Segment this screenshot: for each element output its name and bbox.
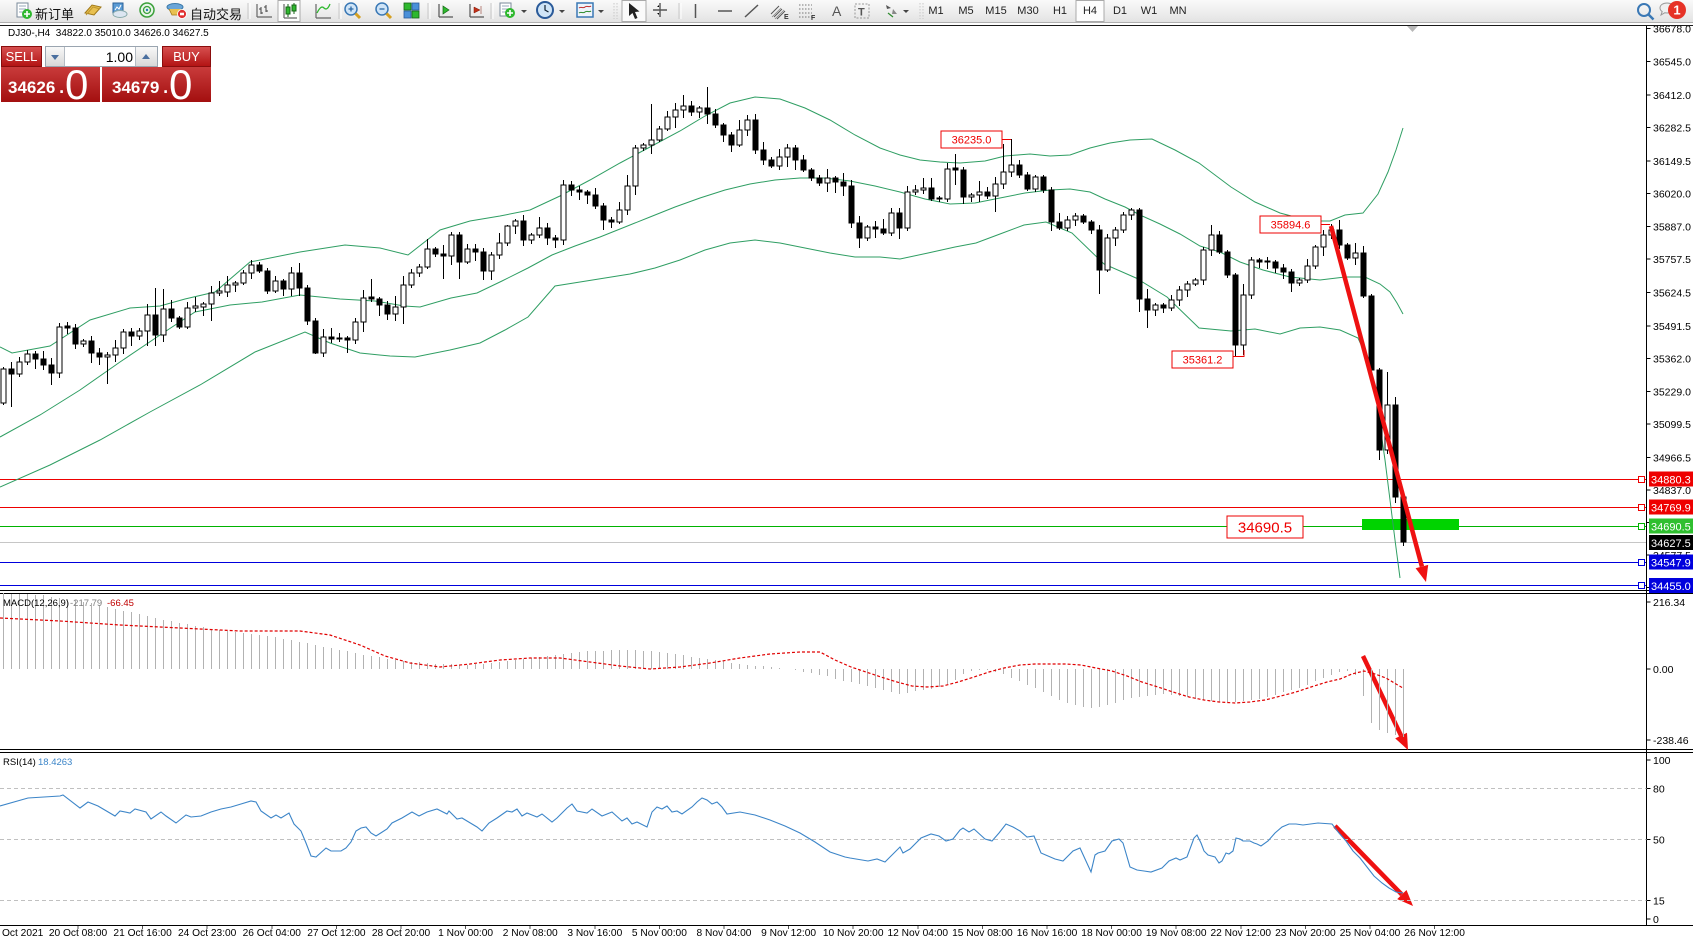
svg-text:21 Oct 16:00: 21 Oct 16:00 xyxy=(113,928,172,939)
svg-text:26 Oct 04:00: 26 Oct 04:00 xyxy=(243,928,302,939)
svg-text:20 Oct 08:00: 20 Oct 08:00 xyxy=(49,928,108,939)
svg-text:1 Nov 00:00: 1 Nov 00:00 xyxy=(438,928,493,939)
svg-text:80: 80 xyxy=(1653,784,1665,796)
svg-text:-66.45: -66.45 xyxy=(107,598,134,609)
svg-text:34547.9: 34547.9 xyxy=(1651,558,1691,570)
svg-text:10 Nov 20:00: 10 Nov 20:00 xyxy=(823,928,884,939)
svg-text:23 Nov 20:00: 23 Nov 20:00 xyxy=(1275,928,1336,939)
svg-text:36282.5: 36282.5 xyxy=(1653,123,1691,135)
svg-text:A: A xyxy=(832,3,842,19)
svg-text:35229.0: 35229.0 xyxy=(1653,387,1691,399)
svg-text:216.34: 216.34 xyxy=(1653,597,1685,609)
svg-text:28 Oct 20:00: 28 Oct 20:00 xyxy=(372,928,431,939)
svg-text:34690.5: 34690.5 xyxy=(1651,522,1691,534)
svg-text:100: 100 xyxy=(1653,755,1671,767)
svg-text:36412.0: 36412.0 xyxy=(1653,90,1691,102)
svg-text:MACD(12,26,9): MACD(12,26,9) xyxy=(3,598,69,609)
svg-text:36235.0: 36235.0 xyxy=(952,134,992,146)
svg-text:1: 1 xyxy=(1673,3,1680,18)
svg-text:24 Oct 23:00: 24 Oct 23:00 xyxy=(178,928,237,939)
svg-text:35624.5: 35624.5 xyxy=(1653,287,1691,299)
svg-text:26 Nov 12:00: 26 Nov 12:00 xyxy=(1404,928,1465,939)
svg-text:35887.0: 35887.0 xyxy=(1653,222,1691,234)
svg-text:36149.5: 36149.5 xyxy=(1653,156,1691,168)
svg-text:36545.0: 36545.0 xyxy=(1653,57,1691,69)
svg-text:27 Oct 12:00: 27 Oct 12:00 xyxy=(307,928,366,939)
svg-text:50: 50 xyxy=(1653,835,1665,847)
svg-text:0: 0 xyxy=(1653,914,1659,926)
svg-text:15: 15 xyxy=(1653,896,1665,908)
svg-text:34769.9: 34769.9 xyxy=(1651,503,1691,515)
svg-text:5 Nov 00:00: 5 Nov 00:00 xyxy=(632,928,687,939)
svg-text:35757.5: 35757.5 xyxy=(1653,254,1691,266)
svg-text:RSI(14): RSI(14) xyxy=(3,757,36,768)
svg-text:16 Nov 16:00: 16 Nov 16:00 xyxy=(1017,928,1078,939)
svg-text:19 Nov 08:00: 19 Nov 08:00 xyxy=(1146,928,1207,939)
svg-text:3 Nov 16:00: 3 Nov 16:00 xyxy=(567,928,622,939)
svg-text:-238.46: -238.46 xyxy=(1653,735,1689,747)
svg-text:22 Nov 12:00: 22 Nov 12:00 xyxy=(1210,928,1271,939)
svg-text:-217.79: -217.79 xyxy=(70,598,102,609)
svg-text:25 Nov 04:00: 25 Nov 04:00 xyxy=(1340,928,1401,939)
svg-text:2 Nov 08:00: 2 Nov 08:00 xyxy=(503,928,558,939)
svg-text:34455.0: 34455.0 xyxy=(1651,581,1691,593)
svg-text:0.00: 0.00 xyxy=(1653,664,1674,676)
svg-text:F: F xyxy=(811,15,816,22)
svg-text:34690.5: 34690.5 xyxy=(1238,519,1292,536)
svg-text:12 Nov 04:00: 12 Nov 04:00 xyxy=(887,928,948,939)
svg-text:35362.0: 35362.0 xyxy=(1653,353,1691,365)
svg-text:34966.5: 34966.5 xyxy=(1653,452,1691,464)
svg-text:T: T xyxy=(858,7,865,19)
svg-text:9 Nov 12:00: 9 Nov 12:00 xyxy=(761,928,816,939)
svg-text:35361.2: 35361.2 xyxy=(1183,354,1223,366)
svg-text:18 Nov 00:00: 18 Nov 00:00 xyxy=(1081,928,1142,939)
svg-text:36020.0: 36020.0 xyxy=(1653,188,1691,200)
svg-text:E: E xyxy=(784,14,789,21)
svg-text:34837.0: 34837.0 xyxy=(1653,485,1691,497)
svg-text:34880.3: 34880.3 xyxy=(1651,475,1691,487)
svg-text:15 Nov 08:00: 15 Nov 08:00 xyxy=(952,928,1013,939)
svg-text:35894.6: 35894.6 xyxy=(1271,219,1311,231)
svg-text:35491.5: 35491.5 xyxy=(1653,321,1691,333)
svg-text:36678.0: 36678.0 xyxy=(1653,23,1691,35)
svg-text:35099.5: 35099.5 xyxy=(1653,419,1691,431)
svg-text:8 Nov 04:00: 8 Nov 04:00 xyxy=(697,928,752,939)
svg-text:Oct 2021: Oct 2021 xyxy=(2,928,44,939)
svg-text:18.4263: 18.4263 xyxy=(38,757,72,768)
svg-text:34627.5: 34627.5 xyxy=(1651,538,1691,550)
